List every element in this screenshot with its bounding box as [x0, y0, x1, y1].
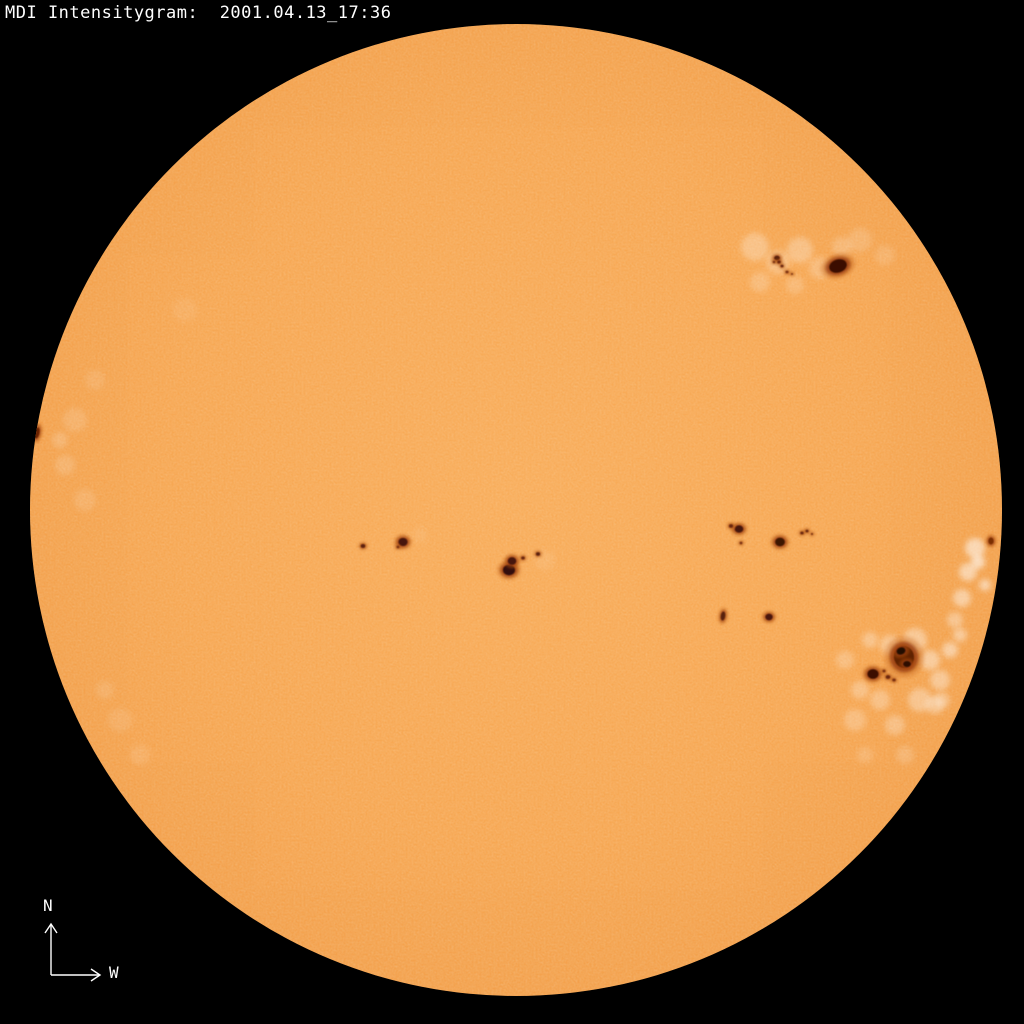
sunspot — [738, 540, 744, 546]
facula-patch — [851, 681, 869, 699]
compass-arrows — [44, 922, 102, 982]
sunspot — [820, 253, 856, 279]
facula-patch — [947, 612, 963, 628]
sunspot — [899, 658, 915, 670]
facula-patch — [971, 555, 985, 569]
facula-patch — [870, 690, 890, 710]
facula-patch — [953, 628, 967, 642]
sunspot — [497, 560, 521, 580]
sunspot — [892, 644, 910, 658]
facula-patch — [896, 746, 914, 764]
compass-west-label: W — [109, 963, 119, 982]
sunspot — [784, 269, 790, 275]
sunspot — [718, 607, 728, 625]
facula-patch — [942, 642, 958, 658]
facula-patch — [786, 276, 804, 294]
sunspot — [519, 555, 527, 561]
sunspot — [779, 263, 785, 269]
facula-patch — [857, 747, 873, 763]
compass-indicator: N W — [43, 896, 119, 982]
facula-patch — [55, 455, 75, 475]
facula-patch — [848, 228, 872, 252]
sunspot — [727, 522, 735, 530]
sunspot — [503, 553, 521, 569]
facula-patch — [953, 589, 971, 607]
sunspot — [985, 534, 997, 548]
facula-patch — [934, 692, 950, 708]
sunspot — [883, 673, 893, 681]
sunspot — [761, 610, 777, 624]
facula-patch — [412, 527, 428, 543]
sunspot — [862, 664, 884, 684]
sunspot — [395, 544, 401, 550]
facula-patch — [108, 708, 132, 732]
facula-patch — [979, 579, 991, 591]
facula-patch — [875, 245, 895, 265]
facula-patch — [750, 272, 770, 292]
facula-patch — [965, 538, 985, 558]
facula-patch — [63, 408, 87, 432]
sunspot — [881, 668, 887, 674]
facula-patch — [52, 432, 68, 448]
sunspot — [534, 550, 542, 558]
facula-patch — [930, 670, 950, 690]
sunspot — [770, 534, 790, 550]
sunspot-groups — [31, 253, 997, 684]
facula-patch — [787, 237, 813, 263]
facula-patch — [959, 563, 977, 581]
facula-patch — [908, 688, 932, 712]
sunspot — [771, 259, 777, 265]
sunspot — [804, 528, 810, 534]
sunspot — [789, 272, 795, 276]
sunspot — [890, 677, 898, 683]
facula-patch — [920, 650, 940, 670]
facula-patch — [85, 370, 105, 390]
facula-patch — [96, 681, 114, 699]
facula-patch — [173, 298, 197, 322]
facula-patch — [741, 233, 769, 261]
sunspot — [775, 259, 783, 265]
image-title: MDI Intensitygram: 2001.04.13_17:36 — [5, 3, 392, 23]
facula-patch — [74, 489, 96, 511]
facula-patch — [836, 651, 854, 669]
sunspot — [798, 530, 806, 536]
facula-patch — [862, 632, 878, 648]
facula-patch — [832, 237, 852, 257]
facula-patch — [130, 745, 150, 765]
facula-patch — [844, 709, 866, 731]
sunspot — [358, 542, 368, 550]
sunspot — [809, 532, 815, 536]
compass-north-label: N — [43, 896, 53, 915]
facula-patch — [885, 715, 905, 735]
